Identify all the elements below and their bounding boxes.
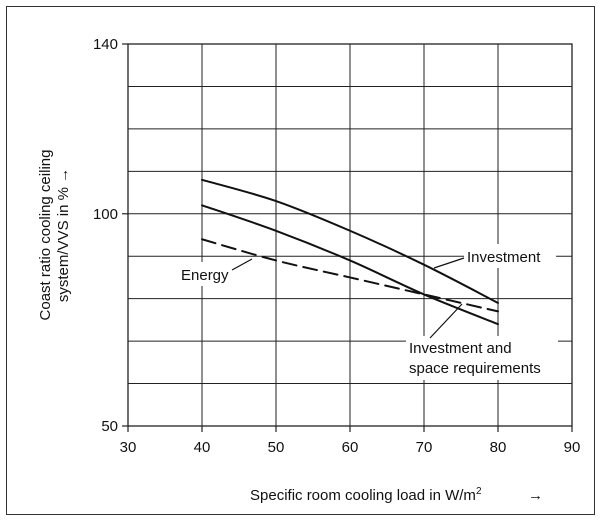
series-line-investment-and-space-requirements <box>201 204 499 326</box>
y-axis-label-line2: system/VVS in % → <box>55 168 72 302</box>
y-tick-label: 50 <box>101 418 118 435</box>
investment-leader-line <box>433 257 465 269</box>
space-leader-line <box>429 303 463 339</box>
y-tick-label: 140 <box>93 36 118 53</box>
x-tick-label: 70 <box>416 439 433 456</box>
annotation-space-line1: Investment and <box>409 340 512 357</box>
y-axis-label-line1: Coast ratio cooling ceiling <box>37 150 54 321</box>
x-axis-arrow: → <box>528 487 543 504</box>
x-tick-label: 40 <box>194 439 211 456</box>
x-tick-label: 80 <box>490 439 507 456</box>
series-line-energy <box>201 238 499 313</box>
x-tick-label: 60 <box>342 439 359 456</box>
annotation-energy: Energy <box>181 267 229 284</box>
energy-label-bg <box>178 262 236 286</box>
x-tick-label: 30 <box>120 439 137 456</box>
axis-ticks: 30 40 50 60 70 80 90 50 100 140 <box>93 36 580 456</box>
annotation-space-line2: space requirements <box>409 360 541 377</box>
y-tick-label: 100 <box>93 206 118 223</box>
investment-label-bg <box>464 244 556 268</box>
series-lines <box>201 178 499 326</box>
x-tick-label: 50 <box>268 439 285 456</box>
series-line-investment <box>201 178 499 304</box>
x-axis-label: Specific room cooling load in W/m2 <box>250 486 482 504</box>
x-tick-label: 90 <box>564 439 581 456</box>
y-axis-title: Coast ratio cooling ceiling system/VVS i… <box>37 150 72 321</box>
space-label-bg <box>406 336 558 380</box>
energy-leader-line <box>231 258 253 271</box>
annotation-investment: Investment <box>467 249 541 266</box>
